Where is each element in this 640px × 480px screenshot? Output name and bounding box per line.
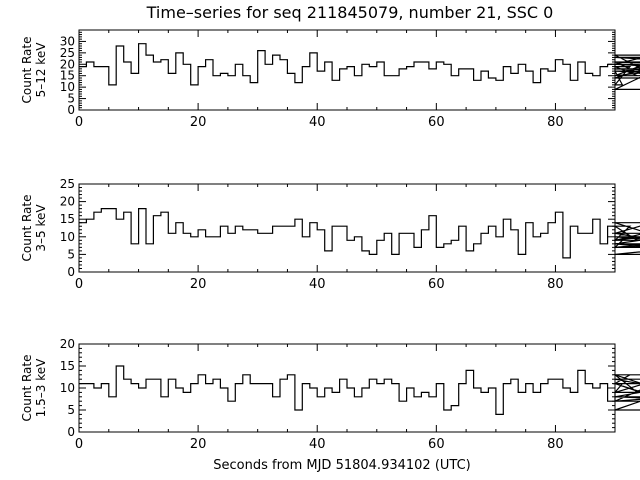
y-axis-label-line: 3–5 keV: [34, 204, 48, 252]
x-tick-label: 80: [547, 437, 564, 452]
y-tick-label: 10: [60, 381, 75, 395]
y-tick-label: 10: [60, 230, 75, 244]
y-tick-label: 5: [67, 92, 75, 106]
x-tick-label: 0: [75, 277, 83, 292]
x-tick-label: 0: [75, 115, 83, 130]
x-tick-label: 80: [547, 277, 564, 292]
y-tick-label: 0: [67, 103, 75, 117]
x-tick-label: 60: [428, 437, 445, 452]
x-tick-label: 20: [190, 277, 207, 292]
x-tick-label: 60: [428, 115, 445, 130]
y-tick-label: 15: [60, 212, 75, 226]
y-tick-label: 0: [67, 265, 75, 279]
y-tick-label: 30: [60, 34, 75, 48]
y-axis-label-line: Count Rate: [20, 355, 34, 422]
y-axis-label-line: Count Rate: [20, 195, 34, 262]
x-tick-label: 40: [309, 437, 326, 452]
series-line: [79, 43, 640, 90]
y-axis-label: Count Rate1.5–3 keV: [20, 355, 48, 422]
y-tick-label: 20: [60, 57, 75, 71]
x-tick-label: 60: [428, 277, 445, 292]
y-tick-label: 0: [67, 425, 75, 439]
y-axis-label: Count Rate5–12 keV: [20, 37, 48, 104]
y-tick-label: 20: [60, 195, 75, 209]
y-axis-label: Count Rate3–5 keV: [20, 195, 48, 262]
x-tick-label: 40: [309, 277, 326, 292]
y-tick-label: 20: [60, 337, 75, 351]
series-line: [79, 365, 640, 415]
y-tick-label: 25: [60, 177, 75, 191]
panel-2: 0 20 40 60 80 0 5 10 15 20 25 Count Rate3–5 keV: [20, 177, 640, 292]
y-axis-label-line: Count Rate: [20, 37, 34, 104]
panel-3: 0 20 40 60 80 0 5 10 15 20 Count Rate1.5–3 keV: [20, 337, 640, 452]
x-tick-label: 20: [190, 115, 207, 130]
x-tick-label: 20: [190, 437, 207, 452]
chart-title: Time–series for seq 211845079, number 21…: [146, 3, 554, 22]
y-tick-label: 10: [60, 80, 75, 94]
y-tick-label: 5: [67, 247, 75, 261]
y-axis-label-line: 1.5–3 keV: [34, 358, 48, 417]
y-tick-label: 25: [60, 46, 75, 60]
y-tick-label: 15: [60, 69, 75, 83]
x-tick-label: 40: [309, 115, 326, 130]
y-tick-label: 15: [60, 359, 75, 373]
y-tick-label: 5: [67, 403, 75, 417]
series-line: [79, 208, 640, 259]
x-tick-label: 0: [75, 437, 83, 452]
x-tick-label: 80: [547, 115, 564, 130]
y-axis-label-line: 5–12 keV: [34, 42, 48, 98]
x-axis-label: Seconds from MJD 51804.934102 (UTC): [213, 458, 471, 473]
